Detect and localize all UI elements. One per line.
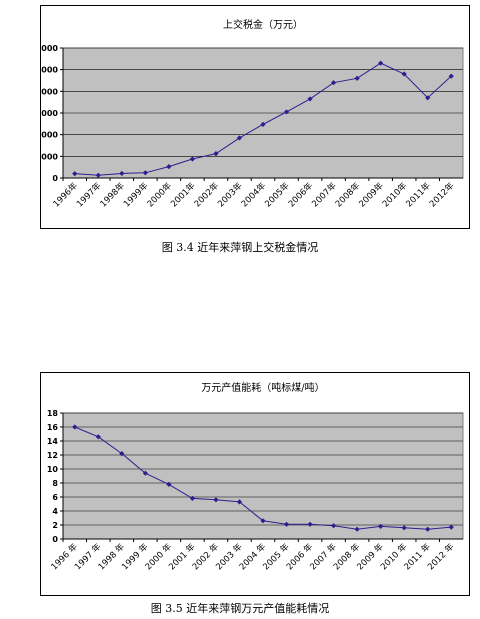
data-point xyxy=(142,170,148,176)
chart-title: 上交税金（万元） xyxy=(223,18,303,31)
energy-chart-frame: 万元产值能耗（吨标煤/吨） 0 2 4 6 8 10 12 14 16 18 1996 年 1997 年… xyxy=(40,372,470,596)
data-point xyxy=(354,75,360,81)
data-point xyxy=(119,170,125,177)
y-tick-label: 8 xyxy=(52,479,58,488)
x-tick-label: 2011年 xyxy=(404,180,433,209)
figure-caption-3-5: 图 3.5 近年来萍钢万元产值能耗情况 xyxy=(150,602,330,615)
tax-chart: 上交税金（万元） 0 20000 40000 60000 80000 100000 12000… xyxy=(41,18,464,209)
y-tick-label: 16 xyxy=(47,423,59,432)
y-tick-label: 80000 xyxy=(41,87,58,96)
x-tick-label: 1998年 xyxy=(98,180,127,209)
y-tick-label: 100000 xyxy=(41,66,58,75)
data-point xyxy=(401,71,407,77)
x-tick-label: 2001年 xyxy=(168,180,197,209)
y-tick-label: 0 xyxy=(52,535,58,544)
y-tick-label: 0 xyxy=(52,174,58,183)
data-point xyxy=(142,470,148,476)
y-tick-label: 20000 xyxy=(41,152,58,161)
data-point xyxy=(72,171,78,177)
x-tick-label: 2002年 xyxy=(192,180,221,209)
plot-area xyxy=(62,412,464,540)
y-tick-label: 6 xyxy=(52,493,58,502)
x-tick-label: 2007年 xyxy=(310,180,339,209)
data-point xyxy=(236,135,243,141)
data-point xyxy=(378,60,384,66)
data-point xyxy=(213,497,219,503)
y-tick-label: 12 xyxy=(47,451,58,460)
y-tick-label: 10 xyxy=(47,465,59,474)
x-tick-label: 2004年 xyxy=(239,180,268,209)
y-tick-label: 14 xyxy=(47,437,59,446)
x-tick-label: 1997年 xyxy=(74,180,103,209)
data-point xyxy=(213,151,219,157)
y-tick-label: 40000 xyxy=(41,131,58,140)
x-tick-label: 2006年 xyxy=(286,180,315,209)
x-tick-label: 1999年 xyxy=(121,180,150,209)
x-tick-label: 2003年 xyxy=(216,180,245,209)
data-point xyxy=(72,424,78,430)
x-tick-label: 2008年 xyxy=(333,180,362,209)
data-point xyxy=(166,164,172,170)
y-tick-label: 60000 xyxy=(41,109,58,118)
tax-chart-frame: 上交税金（万元） 0 20000 40000 60000 80000 100000 12000… xyxy=(40,5,470,229)
x-tick-label: 2000年 xyxy=(145,180,174,209)
data-point xyxy=(283,109,290,115)
data-point xyxy=(260,121,266,127)
data-point xyxy=(330,80,337,86)
chart-title: 万元产值能耗（吨标煤/吨） xyxy=(201,381,324,394)
y-tick-label: 120000 xyxy=(41,44,58,53)
figure-caption-3-4: 图 3.4 近年来萍钢上交税金情况 xyxy=(161,241,319,254)
x-tick-label: 2012 年 xyxy=(425,541,456,572)
x-tick-label: 1996年 xyxy=(51,180,80,209)
x-tick-label: 2009年 xyxy=(357,180,386,209)
data-point xyxy=(95,172,101,178)
data-point xyxy=(378,523,384,529)
x-tick-label: 2010年 xyxy=(380,180,409,209)
y-tick-label: 2 xyxy=(52,521,58,530)
data-point xyxy=(425,95,431,101)
data-point xyxy=(260,518,266,524)
data-point xyxy=(448,73,454,79)
y-tick-label: 4 xyxy=(52,507,58,516)
y-tick-label: 18 xyxy=(47,409,59,418)
x-tick-label: 2012年 xyxy=(427,180,456,209)
x-tick-label: 2005年 xyxy=(263,180,292,209)
data-point xyxy=(189,156,196,162)
data-point xyxy=(307,96,313,102)
